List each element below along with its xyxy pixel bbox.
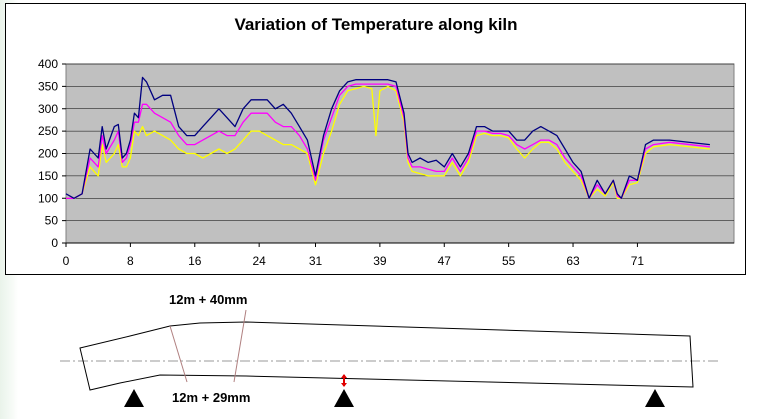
x-tick-label: 71 (631, 254, 645, 268)
series-line-1 (65, 76, 710, 199)
y-tick-label: 300 (38, 102, 58, 116)
lower-leader-line (233, 309, 247, 383)
y-tick-label: 400 (38, 57, 58, 71)
series-line-2 (66, 83, 710, 199)
x-tick-label: 63 (566, 254, 580, 268)
support-triangle-middle (334, 389, 354, 407)
x-tick-label: 31 (309, 254, 323, 268)
series-line-3 (66, 85, 710, 199)
y-tick-label: 100 (38, 191, 58, 205)
x-axis-ticks: 0 8 16 24 31 39 47 55 63 71 (63, 242, 734, 268)
y-axis-ticks: 0 50 100 150 200 250 300 350 400 (38, 57, 66, 250)
y-tick-label: 200 (38, 147, 58, 161)
y-tick-label: 150 (38, 169, 58, 183)
y-tick-label: 350 (38, 79, 58, 93)
x-tick-label: 0 (63, 254, 70, 268)
x-tick-label: 8 (127, 254, 134, 268)
x-tick-label: 47 (438, 254, 452, 268)
x-tick-label: 24 (252, 254, 266, 268)
deflection-arrow-up (341, 374, 347, 378)
kiln-diagram: 12m + 40mm 12m + 29mm (60, 292, 720, 407)
x-tick-label: 16 (188, 254, 202, 268)
support-triangle-right (645, 389, 665, 407)
kiln-shell-outline (79, 321, 694, 391)
support-triangle-left (124, 389, 144, 407)
temperature-chart: Variation of Temperature along kiln 0 50 1… (38, 15, 735, 268)
lower-dimension-label: 12m + 29mm (172, 390, 250, 405)
y-tick-label: 50 (45, 214, 59, 228)
series-group (65, 76, 710, 199)
x-tick-label: 39 (373, 254, 387, 268)
y-tick-label: 0 (51, 236, 58, 250)
y-tick-label: 250 (38, 124, 58, 138)
chart-title: Variation of Temperature along kiln (234, 15, 517, 34)
upper-dimension-label: 12m + 40mm (169, 292, 247, 307)
x-tick-label: 55 (502, 254, 516, 268)
deflection-arrow-down (341, 383, 347, 387)
upper-leader-line (169, 325, 188, 383)
